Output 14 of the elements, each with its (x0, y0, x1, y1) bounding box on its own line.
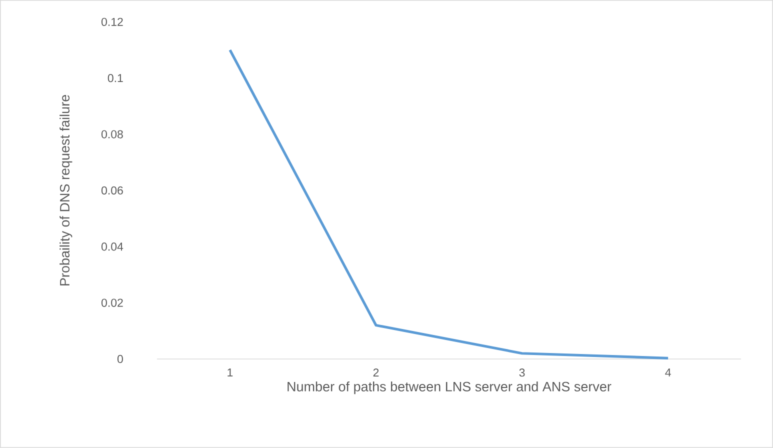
x-tick-label: 3 (519, 368, 525, 377)
y-axis-title: Probaility of DNS request failure (60, 95, 72, 286)
y-tick-label: 0.02 (101, 298, 123, 307)
x-tick-label: 2 (373, 368, 379, 377)
y-tick-label: 0.04 (101, 242, 124, 251)
y-tick-label: 0.1 (108, 74, 123, 82)
x-axis-title: Number of paths between LNS server and ANS server (288, 382, 612, 394)
y-tick-label: 0.08 (101, 130, 123, 138)
y-tick-label: 0 (117, 354, 123, 364)
y-tick-label: 0.06 (101, 186, 123, 195)
y-tick-label: 0.12 (101, 18, 123, 26)
line-series (228, 48, 670, 360)
x-tick-label: 4 (665, 368, 671, 376)
x-tick-label: 1 (228, 368, 233, 376)
